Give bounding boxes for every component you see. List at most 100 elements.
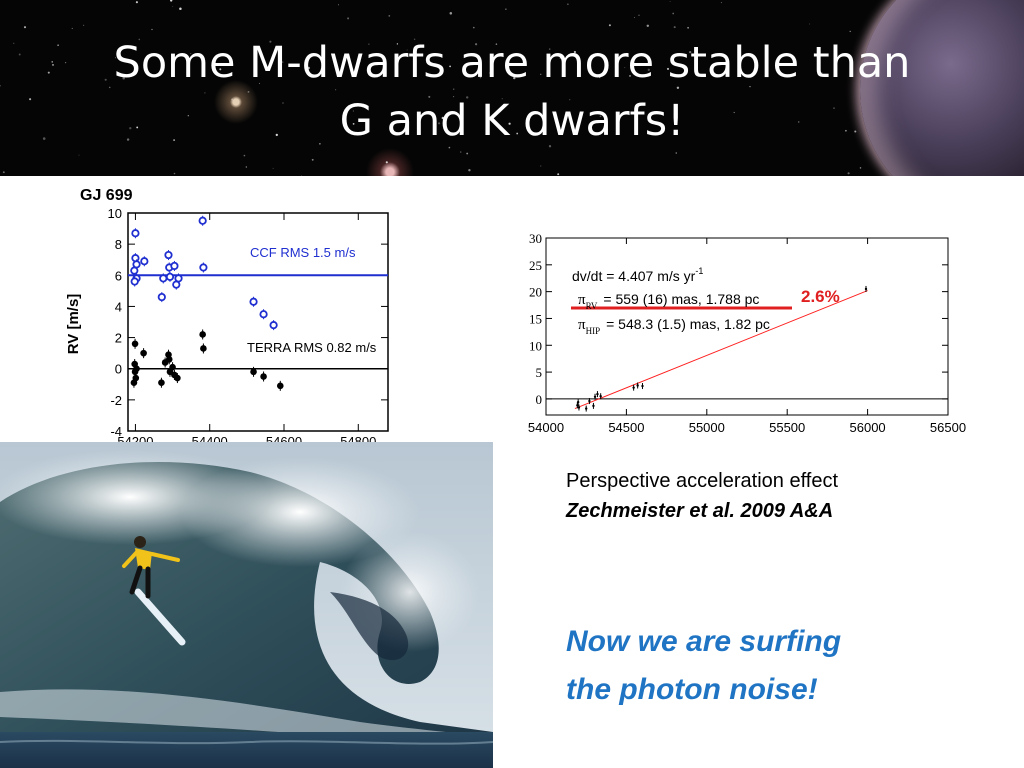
rv-chart-ylabel: RV [m/s] (65, 294, 82, 355)
star (204, 92, 206, 94)
star (675, 152, 677, 154)
star (720, 2, 722, 4)
star (172, 6, 174, 8)
pa-point (596, 392, 599, 396)
star (71, 27, 73, 29)
star (845, 129, 847, 132)
rv-point-ccf (164, 250, 173, 260)
star (114, 57, 116, 59)
rv-point-terra (199, 331, 206, 338)
star (687, 26, 689, 29)
star (269, 40, 272, 43)
surfer (122, 536, 186, 646)
star (567, 3, 569, 5)
pa-xtick-label: 55500 (769, 420, 805, 435)
star (282, 61, 284, 63)
star (83, 24, 85, 26)
star (859, 167, 862, 169)
pa-ytick-label: 30 (529, 231, 542, 246)
star (569, 99, 571, 101)
star (854, 130, 857, 133)
star (135, 1, 138, 4)
star (501, 98, 503, 100)
star (644, 64, 647, 66)
pa-xtick-label: 55000 (689, 420, 725, 435)
pa-point (636, 384, 639, 387)
pa-ytick-label: 25 (529, 258, 542, 273)
star (0, 84, 1, 87)
pa-point (592, 404, 595, 408)
star (449, 12, 453, 15)
star (468, 169, 471, 172)
rv-point-ccf (165, 272, 175, 281)
rv-ytick-label: 0 (115, 362, 122, 377)
star (669, 0, 671, 2)
rv-point-ccf (157, 292, 166, 302)
star (459, 151, 462, 153)
star (461, 129, 463, 131)
star (368, 43, 370, 45)
star (441, 116, 445, 120)
star (138, 38, 141, 41)
star (833, 107, 835, 109)
star (23, 26, 27, 29)
header-space-background: Some M-dwarfs are more stable than G and… (0, 0, 1024, 176)
pa-ytick-label: 10 (529, 338, 542, 353)
star (108, 86, 111, 89)
rv-point-ccf (269, 321, 278, 330)
rv-ytick-label: 4 (115, 299, 122, 314)
rv-ytick-label: 6 (115, 268, 122, 283)
rv-point-terra (165, 356, 173, 363)
star (666, 67, 670, 70)
rv-point-terra (133, 365, 140, 373)
star (51, 61, 53, 63)
star (808, 23, 811, 25)
star (64, 61, 67, 64)
star (190, 53, 192, 54)
star (548, 145, 552, 148)
star (516, 132, 519, 135)
star (126, 138, 130, 141)
star (573, 50, 577, 54)
star (272, 167, 274, 169)
star (559, 57, 561, 59)
rv-point-ccf (170, 261, 179, 271)
rv-ytick-label: 10 (108, 206, 122, 221)
star (602, 71, 605, 73)
pa-plot-frame (545, 237, 949, 416)
star (78, 154, 80, 156)
starfield (0, 0, 993, 176)
rv-xtick-label: 54800 (340, 434, 376, 444)
rv-xtick-label: 54600 (266, 434, 302, 444)
rv-point-terra (250, 368, 257, 376)
star (465, 96, 469, 99)
star (406, 49, 408, 51)
star (749, 85, 751, 88)
rv-point-ccf (259, 310, 268, 319)
rv-point-ccf (249, 297, 258, 306)
rv-point-ccf (130, 266, 139, 275)
star (438, 122, 441, 125)
perspective-acceleration-chart: 30 25 20 15 10 5 0 54000 54500 55000 55500 56000 565… (516, 228, 976, 440)
star (52, 64, 54, 66)
caption-perspective-acceleration: Perspective acceleration effect (566, 470, 839, 492)
star (151, 28, 153, 31)
star (173, 139, 176, 142)
star (129, 127, 132, 130)
star (557, 173, 560, 176)
pa-xtick-label: 54500 (608, 420, 644, 435)
pa-point (864, 287, 868, 291)
rv-point-terra (174, 374, 181, 382)
star (646, 24, 650, 28)
rv-point-terra (260, 373, 267, 380)
rv-point-ccf (140, 257, 149, 266)
tagline: Now we are surfing the photon noise! (566, 625, 842, 706)
star (453, 88, 455, 90)
rv-point-terra (140, 349, 147, 357)
pa-annotation-pi-rv: πRV = 559 (16) mas, 1.788 pc (578, 291, 759, 311)
pa-point (593, 395, 597, 398)
pa-annotation-pi-hip: πHIP = 548.3 (1.5) mas, 1.82 pc (578, 316, 770, 336)
star (599, 115, 602, 118)
star (847, 172, 850, 175)
